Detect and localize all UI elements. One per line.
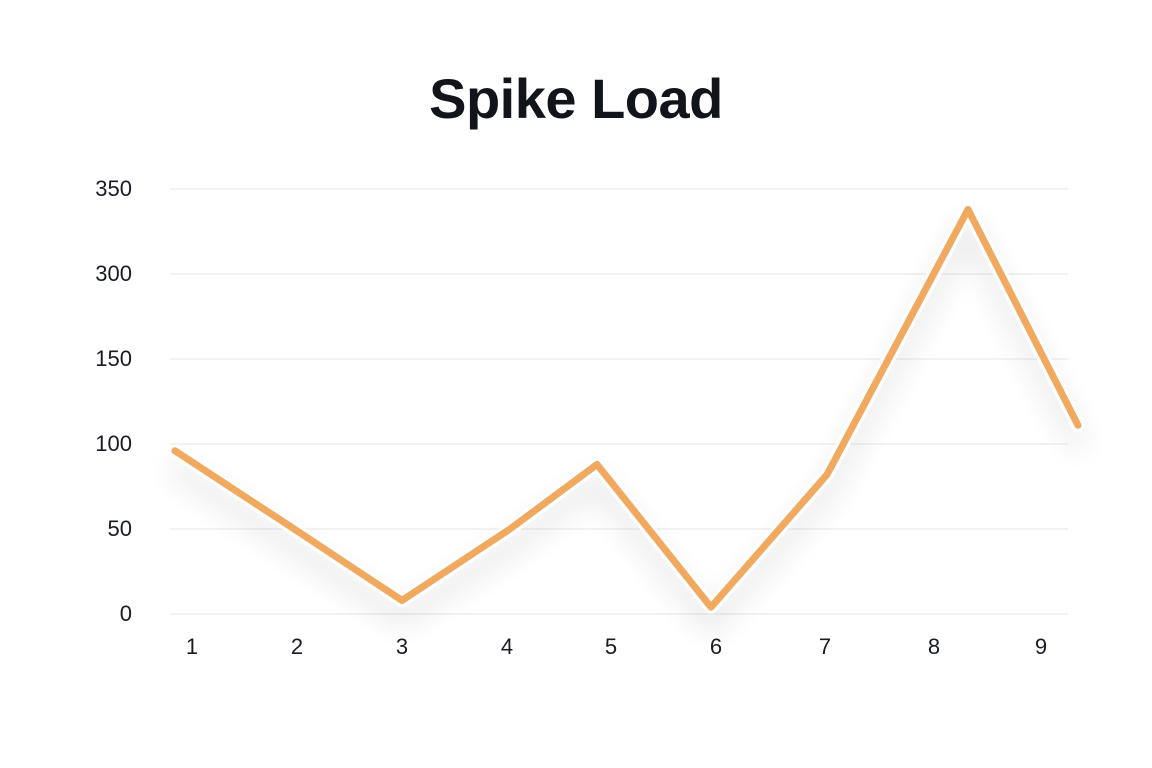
- y-tick-label: 50: [107, 516, 132, 541]
- x-tick-label: 2: [290, 634, 304, 659]
- x-tick-label: 3: [395, 634, 409, 659]
- data-line: [171, 205, 1082, 611]
- chart-title: Spike Load: [429, 67, 723, 130]
- gridlines: [170, 188, 1068, 615]
- x-tick-label: 4: [500, 634, 514, 659]
- x-tick-label: 7: [818, 634, 832, 659]
- x-tick-label: 1: [185, 634, 199, 659]
- y-tick-label: 350: [95, 176, 132, 201]
- y-tick-label: 150: [95, 346, 132, 371]
- x-tick-label: 8: [927, 634, 941, 659]
- x-tick-label: 5: [604, 634, 618, 659]
- x-tick-label: 6: [709, 634, 723, 659]
- y-tick-label: 100: [95, 431, 132, 456]
- x-tick-label: 9: [1034, 634, 1048, 659]
- y-tick-label: 300: [95, 261, 132, 286]
- y-tick-label: 0: [119, 601, 132, 626]
